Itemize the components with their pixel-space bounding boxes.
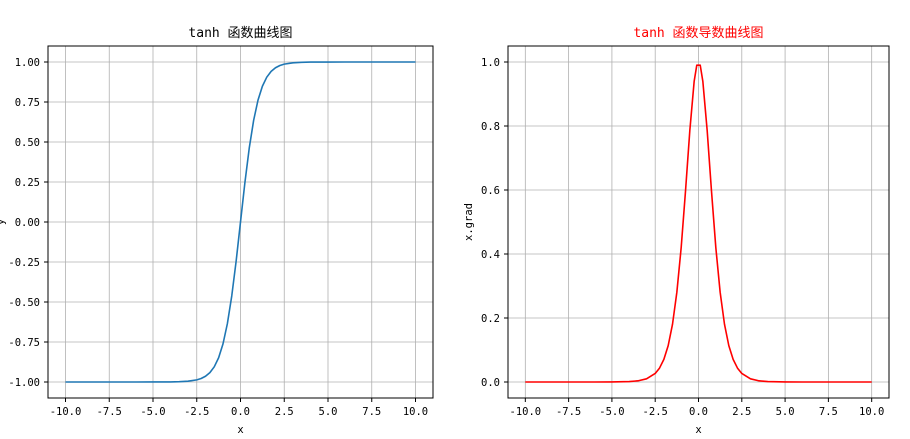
y-tick-label: 0.25 bbox=[15, 177, 40, 189]
x-tick-label: -7.5 bbox=[97, 406, 122, 418]
x-tick-label: 0.0 bbox=[689, 406, 708, 418]
x-tick-label: 7.5 bbox=[362, 406, 381, 418]
series-line-1 bbox=[525, 64, 872, 383]
x-tick-label: -7.5 bbox=[556, 406, 581, 418]
chart-1: -10.0 -7.5 -5.0 -2.5 0.0 2.5 5.0 7.5 10.0 -1.00 -0… bbox=[0, 26, 434, 436]
y-tick-label: 0.75 bbox=[15, 97, 40, 109]
chart-2: -10.0 -7.5 -5.0 -2.5 0.0 2.5 5.0 7.5 10.0 0.0 0.2 0… bbox=[463, 26, 890, 436]
y-axis-label: y bbox=[0, 219, 7, 225]
x-tick-label: -2.5 bbox=[184, 406, 209, 418]
x-tick-label: -10.0 bbox=[50, 406, 82, 418]
y-tick-label: 1.0 bbox=[481, 57, 500, 69]
y-tick-label: 0.00 bbox=[15, 217, 40, 229]
y-tick-label: 0.4 bbox=[481, 249, 500, 261]
chart-title: tanh 函数导数曲线图 bbox=[633, 26, 763, 41]
y-tick-label: 0.50 bbox=[15, 137, 40, 149]
x-tick-label: 7.5 bbox=[819, 406, 838, 418]
y-tick-label: 0.8 bbox=[481, 121, 500, 133]
x-tick-label: -5.0 bbox=[599, 406, 624, 418]
x-axis-label: x bbox=[237, 424, 243, 436]
x-tick-label: 2.5 bbox=[275, 406, 294, 418]
x-tick-label: 0.0 bbox=[231, 406, 250, 418]
y-tick-label: 0.2 bbox=[481, 313, 500, 325]
x-tick-label: -5.0 bbox=[140, 406, 165, 418]
y-axis-label: x.grad bbox=[463, 203, 475, 241]
x-tick-label: -10.0 bbox=[510, 406, 542, 418]
x-tick-label: 10.0 bbox=[859, 406, 884, 418]
series-line-1 bbox=[65, 61, 416, 383]
y-tick-label: -0.50 bbox=[8, 297, 40, 309]
x-tick-label: -2.5 bbox=[643, 406, 668, 418]
x-tick-label: 5.0 bbox=[776, 406, 795, 418]
x-axis-label: x bbox=[695, 424, 701, 436]
y-tick-label: -1.00 bbox=[8, 377, 40, 389]
y-tick-label: 0.0 bbox=[481, 377, 500, 389]
chart-title: tanh 函数曲线图 bbox=[188, 26, 292, 41]
x-tick-label: 2.5 bbox=[732, 406, 751, 418]
y-tick-label: 1.00 bbox=[15, 57, 40, 69]
x-tick-label: 5.0 bbox=[319, 406, 338, 418]
y-tick-label: -0.75 bbox=[8, 337, 40, 349]
y-tick-label: -0.25 bbox=[8, 257, 40, 269]
y-tick-label: 0.6 bbox=[481, 185, 500, 197]
x-tick-label: 10.0 bbox=[403, 406, 428, 418]
